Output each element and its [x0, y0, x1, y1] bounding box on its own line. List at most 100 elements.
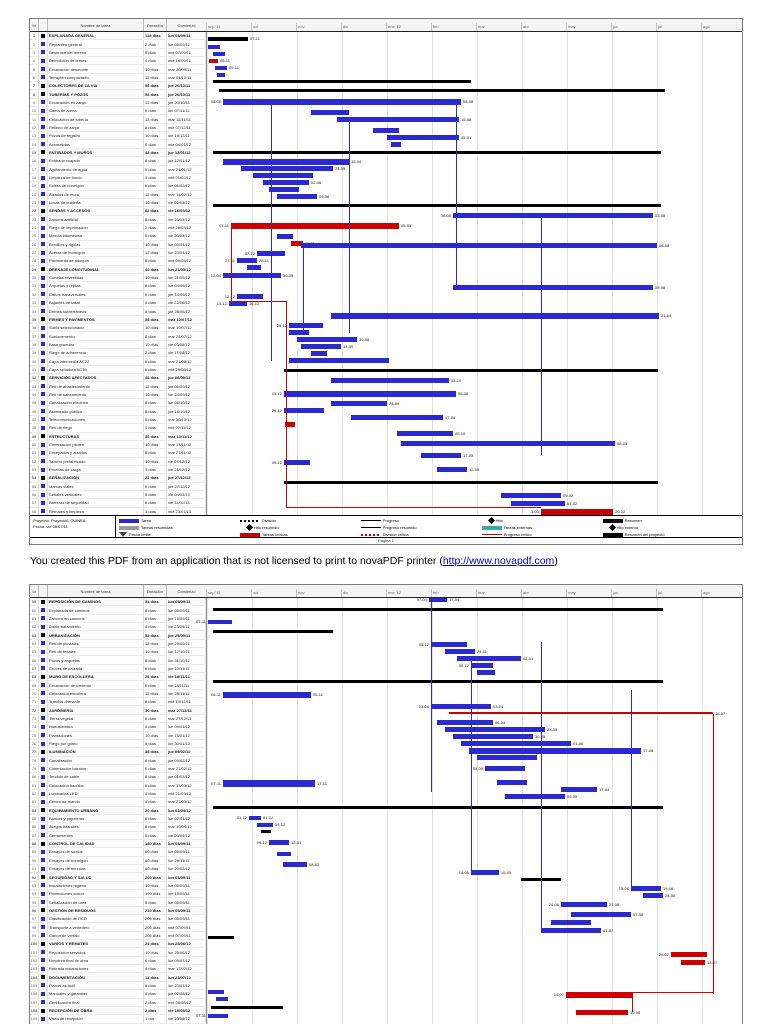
task-row: 3 Desbroce del terreno 5 días mié 07/09/11 — [30, 48, 206, 58]
task-start-date: lun 23/07/12 — [167, 981, 206, 990]
task-indicator — [39, 482, 48, 490]
task-row: 69 Excavación de cimiento 6 días vie 18/11/… — [30, 681, 206, 690]
task-duration: 3 días — [144, 173, 167, 182]
task-indicator-icon — [41, 875, 45, 880]
task-indicator-icon — [41, 791, 45, 796]
task-id: 35 — [30, 315, 39, 324]
line-icon — [360, 520, 381, 521]
task-row: 70 Colocación escollera 12 días lun 28/11/1… — [30, 689, 206, 699]
legend-item: Hito — [482, 517, 603, 524]
bar-gray-icon — [119, 525, 139, 530]
task-indicator — [39, 490, 48, 499]
task-id: 40 — [30, 357, 39, 365]
timescale-tick: dic — [341, 23, 386, 31]
task-start-date: mié 04/01/12 — [167, 140, 206, 148]
task-indicator-icon — [41, 459, 45, 464]
task-start-date: jue 12/01/12 — [167, 148, 206, 157]
task-indicator — [39, 981, 48, 990]
task-name: FIRMES Y PAVIMENTOS — [48, 315, 144, 324]
task-start-date: mar 27/11/12 — [167, 449, 206, 457]
task-start-date: vie 21/12/12 — [167, 465, 206, 474]
task-indicator-icon — [41, 841, 45, 846]
timescale-tick: ene '12 — [386, 589, 431, 597]
task-duration: 6 días — [144, 614, 167, 623]
task-indicator-icon — [41, 925, 45, 930]
task-indicator-icon — [41, 891, 45, 896]
task-name: Zahorra artificial — [48, 215, 144, 223]
task-row: 107 Certificación final 2 días mié 08/08/12 — [30, 998, 206, 1007]
task-indicator-icon — [41, 749, 45, 754]
timescale-tick: dic — [341, 589, 386, 597]
task-start-date: lun 02/04/12 — [167, 806, 206, 814]
task-indicator — [39, 48, 48, 57]
task-row: 95 Señalización de obra 5 días lun 05/09/11 — [30, 898, 206, 907]
task-indicator-icon — [41, 283, 45, 288]
task-name: Tierra vegetal — [48, 714, 144, 723]
task-name: Suelo seleccionado — [48, 324, 144, 332]
task-id: 23 — [30, 215, 39, 223]
task-id: 28 — [30, 257, 39, 265]
task-name: TUBERÍAS Y POZOS — [48, 90, 144, 98]
task-start-date: vie 03/08/12 — [167, 340, 206, 349]
task-duration: 8 días — [144, 449, 167, 457]
task-row: 46 Alumbrado público 8 días jue 18/10/12 — [30, 407, 206, 416]
task-duration: 4 días — [144, 965, 167, 973]
task-indicator-icon — [41, 258, 45, 263]
task-start-date: mié 07/09/11 — [167, 48, 206, 57]
timescale-tick: jul — [656, 589, 701, 597]
task-indicator-icon — [41, 641, 45, 646]
task-indicator-icon — [41, 783, 45, 788]
task-indicator-icon — [41, 250, 45, 255]
task-name: Red de pluviales — [48, 639, 144, 648]
task-indicator-icon — [41, 983, 45, 988]
task-start-date: mar 27/03/12 — [167, 798, 206, 806]
task-indicator — [39, 357, 48, 365]
task-start-date: jue 06/09/12 — [167, 374, 206, 382]
task-indicator-icon — [41, 991, 45, 996]
task-row: 86 Juegos infantiles 8 días mar 10/04/12 — [30, 823, 206, 832]
task-id: 88 — [30, 839, 39, 848]
task-row: 105 Planos as-built 8 días lun 23/07/12 — [30, 981, 206, 991]
task-name: Demolición de firmes — [48, 57, 144, 65]
task-duration: 8 días — [144, 656, 167, 664]
task-id: 57 — [30, 499, 39, 507]
task-duration: 58 días — [144, 315, 167, 324]
task-id: 12 — [30, 123, 39, 132]
task-indicator — [39, 424, 48, 432]
gantt-grid — [206, 598, 742, 1024]
task-duration: 4 días — [144, 299, 167, 307]
task-indicator — [39, 664, 48, 673]
task-indicator-icon — [41, 442, 45, 447]
task-id: 55 — [30, 482, 39, 490]
task-indicator — [39, 140, 48, 148]
legend-item-label: Tareas externas — [503, 525, 533, 530]
task-id: 1 — [30, 32, 39, 40]
task-id: 106 — [30, 990, 39, 998]
task-duration: 14 días — [144, 973, 167, 981]
legend-item: Tareas externas — [481, 524, 603, 531]
task-name: Pozos de registro — [48, 132, 144, 140]
task-indicator-icon — [41, 724, 45, 729]
task-row: 43 Red de abastecimiento 12 días jue 06/09/… — [30, 382, 206, 391]
task-name: ENTIBADOS Y MUROS — [48, 148, 144, 157]
task-start-date: vie 16/03/12 — [167, 215, 206, 223]
task-indicator — [39, 839, 48, 848]
task-indicator-icon — [41, 200, 45, 205]
task-id: 104 — [30, 973, 39, 981]
task-row: 22 SENDAS Y ACCESOS 62 días vie 16/03/12 — [30, 207, 206, 216]
task-duration: 6 días — [144, 107, 167, 115]
task-name: Solera de hormigón — [48, 182, 144, 190]
task-id: 51 — [30, 449, 39, 457]
task-start-date: mar 10/07/12 — [167, 315, 206, 324]
task-id: 50 — [30, 440, 39, 449]
task-indicator-icon — [41, 766, 45, 771]
task-indicator — [39, 165, 48, 173]
task-id: 29 — [30, 265, 39, 273]
task-duration: 12 días — [144, 639, 167, 648]
novapdf-link[interactable]: http://www.novapdf.com — [442, 555, 555, 567]
task-duration: 12 días — [144, 248, 167, 257]
task-start-date: lun 08/10/12 — [167, 399, 206, 407]
task-id: 99 — [30, 931, 39, 940]
task-duration: 8 días — [144, 399, 167, 407]
task-id: 41 — [30, 365, 39, 374]
